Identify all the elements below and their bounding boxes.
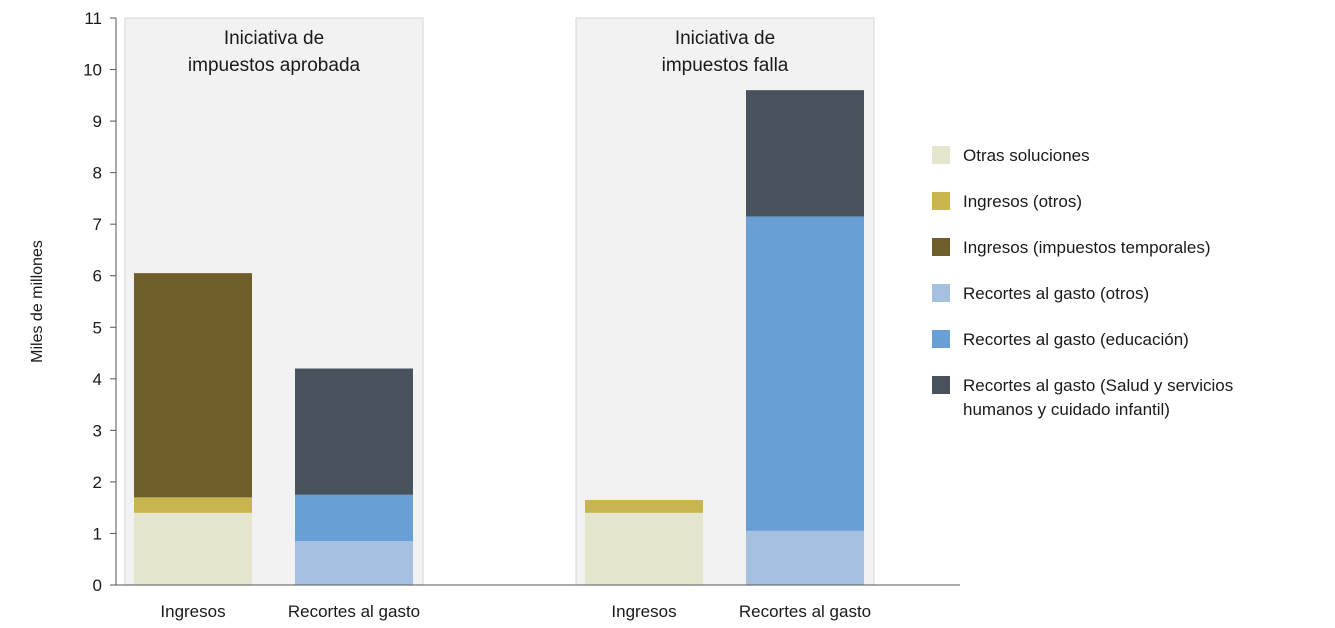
x-category-label: Ingresos	[160, 602, 225, 621]
x-category-label: Recortes al gasto	[288, 602, 420, 621]
bar-segment-g0-c0-s2	[134, 273, 252, 498]
legend-label-3: Recortes al gasto (otros)	[963, 284, 1149, 303]
panel-title-line: Iniciativa de	[224, 28, 324, 49]
y-tick-label: 0	[93, 576, 102, 595]
y-tick-label: 9	[93, 112, 102, 131]
bar-segment-g0-c1-s5	[295, 368, 413, 495]
y-tick-label: 4	[93, 370, 102, 389]
y-tick-label: 10	[83, 61, 102, 80]
bar-segment-g1-c0-s1	[585, 499, 703, 513]
bar-segment-g0-c1-s4	[295, 494, 413, 542]
y-tick-label: 11	[84, 9, 102, 28]
x-category-label: Recortes al gasto	[739, 602, 871, 621]
legend-swatch-1	[932, 192, 950, 210]
legend-swatch-4	[932, 330, 950, 348]
legend-label-1: Ingresos (otros)	[963, 192, 1082, 211]
y-tick-label: 7	[93, 215, 102, 234]
panel-title-line: impuestos falla	[662, 55, 789, 76]
y-tick-label: 6	[93, 267, 102, 286]
legend-swatch-2	[932, 238, 950, 256]
legend-label-4: Recortes al gasto (educación)	[963, 330, 1189, 349]
bar-segment-g0-c0-s0	[134, 512, 252, 585]
y-tick-label: 8	[93, 164, 102, 183]
y-axis-label: Miles de millones	[29, 240, 46, 363]
bar-segment-g1-c0-s0	[585, 512, 703, 585]
legend-swatch-0	[932, 146, 950, 164]
bar-segment-g1-c1-s5	[746, 90, 864, 217]
bar-segment-g1-c1-s4	[746, 216, 864, 531]
legend-swatch-3	[932, 284, 950, 302]
legend-label-2: Ingresos (impuestos temporales)	[963, 238, 1211, 257]
x-category-label: Ingresos	[611, 602, 676, 621]
y-tick-label: 5	[93, 318, 102, 337]
bar-segment-g0-c1-s3	[295, 541, 413, 585]
y-tick-label: 2	[93, 473, 102, 492]
y-tick-label: 1	[93, 524, 102, 543]
bar-segment-g0-c0-s1	[134, 497, 252, 513]
legend-label-5: Recortes al gasto (Salud y servicios	[963, 376, 1233, 395]
panel-title-line: impuestos aprobada	[188, 55, 361, 76]
legend-swatch-5	[932, 376, 950, 394]
legend-label-0: Otras soluciones	[963, 146, 1090, 165]
panel-title-line: Iniciativa de	[675, 28, 775, 49]
bar-segment-g1-c1-s3	[746, 530, 864, 585]
y-tick-label: 3	[93, 421, 102, 440]
legend-label-5: humanos y cuidado infantil)	[963, 400, 1170, 419]
